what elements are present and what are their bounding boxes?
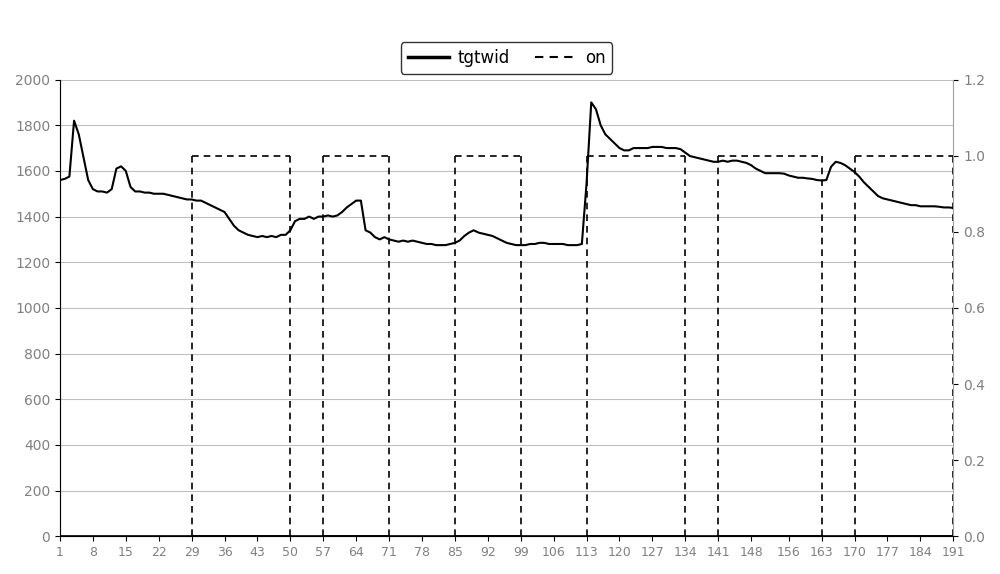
tgtwid [566,242,578,249]
Line: tgtwid: tgtwid [60,102,1000,245]
Legend: tgtwid, on: tgtwid, on [401,42,612,73]
tgtwid [59,176,71,183]
tgtwid [54,177,66,184]
tgtwid [139,189,151,196]
tgtwid [454,237,466,244]
tgtwid [994,198,1000,205]
tgtwid [585,99,597,106]
tgtwid [430,242,442,249]
tgtwid [924,203,936,210]
tgtwid [397,237,409,244]
